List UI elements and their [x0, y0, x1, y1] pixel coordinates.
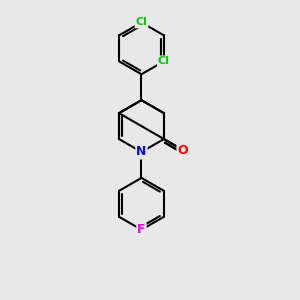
- Text: F: F: [137, 223, 146, 236]
- Text: N: N: [136, 146, 147, 158]
- Text: O: O: [178, 144, 188, 157]
- Text: Cl: Cl: [158, 56, 170, 66]
- Text: Cl: Cl: [136, 17, 147, 27]
- Text: O: O: [178, 144, 188, 157]
